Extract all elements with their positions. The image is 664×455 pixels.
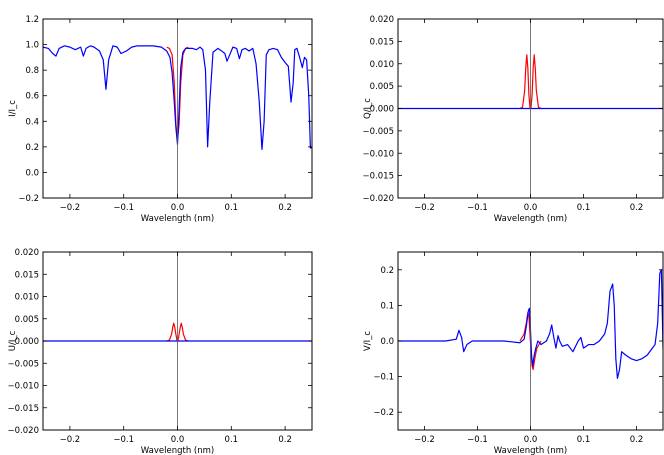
y-tick-label: 0.0	[380, 337, 394, 347]
x-tick-label: 0.0	[524, 435, 538, 445]
x-tick-label: −0.1	[467, 435, 488, 445]
y-axis-label: I/I_c	[8, 100, 18, 117]
y-tick-label: 0.000	[15, 337, 39, 347]
x-tick-label: 0.0	[171, 435, 185, 445]
y-tick-label: −0.015	[363, 172, 394, 182]
x-tick-label: 0.2	[278, 203, 292, 213]
y-axis-label: Q/I_c	[363, 98, 373, 119]
x-axis-label: Wavelength (nm)	[141, 214, 214, 224]
y-tick-label: −0.010	[8, 382, 39, 392]
y-tick-label: 0.8	[25, 66, 39, 76]
y-tick-label: 0.4	[25, 117, 39, 127]
y-tick-label: −0.005	[8, 359, 39, 369]
y-tick-label: 0.2	[25, 143, 39, 153]
x-axis-label: Wavelength (nm)	[141, 446, 214, 455]
x-tick-label: −0.2	[60, 203, 81, 213]
x-tick-label: 0.1	[225, 435, 239, 445]
x-tick-label: −0.1	[113, 435, 134, 445]
y-tick-label: −0.015	[8, 404, 39, 414]
y-tick-label: −0.2	[373, 408, 394, 418]
x-tick-label: 0.2	[278, 435, 292, 445]
y-tick-label: −0.2	[18, 194, 39, 204]
y-tick-label: −0.020	[363, 194, 394, 204]
y-tick-label: 1.0	[25, 41, 39, 51]
x-axis-label: Wavelength (nm)	[494, 446, 567, 455]
series-line-2	[398, 269, 663, 379]
y-tick-label: 0.010	[370, 60, 394, 70]
y-tick-label: 0.020	[370, 15, 394, 25]
x-tick-label: −0.2	[414, 435, 435, 445]
x-tick-label: −0.1	[113, 203, 134, 213]
x-tick-label: 0.1	[577, 435, 591, 445]
x-tick-label: 0.1	[577, 203, 591, 213]
series-line-2	[43, 45, 312, 151]
y-tick-label: 0.010	[15, 293, 39, 303]
x-tick-label: 0.0	[524, 203, 538, 213]
chart-panel-3: −0.2 −0.1 0.0 0.1 0.2 −0.020 −0.015 −0.010 −0.00…	[8, 248, 313, 455]
y-axis-label: V/I_c	[363, 331, 373, 351]
y-tick-label: 0.000	[370, 105, 394, 115]
chart-panel-4: −0.2 −0.1 0.0 0.1 0.2 −0.2 −0.1 0.0 0.1 0.2 Wavele…	[363, 251, 664, 455]
y-tick-label: 0.015	[370, 37, 394, 47]
x-tick-label: −0.2	[414, 203, 435, 213]
x-tick-label: 0.2	[630, 435, 644, 445]
y-tick-label: −0.005	[363, 127, 394, 137]
y-tick-label: 0.015	[15, 270, 39, 280]
y-tick-label: 1.2	[25, 15, 39, 25]
y-tick-label: −0.1	[373, 373, 394, 383]
x-axis-label: Wavelength (nm)	[494, 214, 567, 224]
y-tick-label: 0.005	[15, 315, 39, 325]
y-tick-label: 0.2	[380, 266, 394, 276]
x-tick-label: −0.1	[467, 203, 488, 213]
y-tick-label: 0.005	[370, 82, 394, 92]
y-tick-label: 0.6	[25, 92, 39, 102]
y-axis-label: U/I_c	[8, 330, 18, 351]
y-tick-label: −0.010	[363, 149, 394, 159]
chart-panel-1: −0.2 −0.1 0.0 0.1 0.2 −0.2 0.0 0.2 0.4 0.6 0.8 1.0 1…	[8, 15, 313, 224]
x-tick-label: 0.0	[171, 203, 185, 213]
x-tick-label: −0.2	[60, 435, 81, 445]
y-tick-label: 0.0	[25, 168, 39, 178]
x-tick-label: 0.2	[630, 203, 644, 213]
x-tick-label: 0.1	[225, 203, 239, 213]
chart-panel-2: −0.2 −0.1 0.0 0.1 0.2 −0.020 −0.015 −0.010 −0.00…	[363, 15, 664, 224]
y-tick-label: −0.020	[8, 426, 39, 436]
y-tick-label: 0.1	[380, 301, 394, 311]
y-tick-label: 0.020	[15, 248, 39, 258]
